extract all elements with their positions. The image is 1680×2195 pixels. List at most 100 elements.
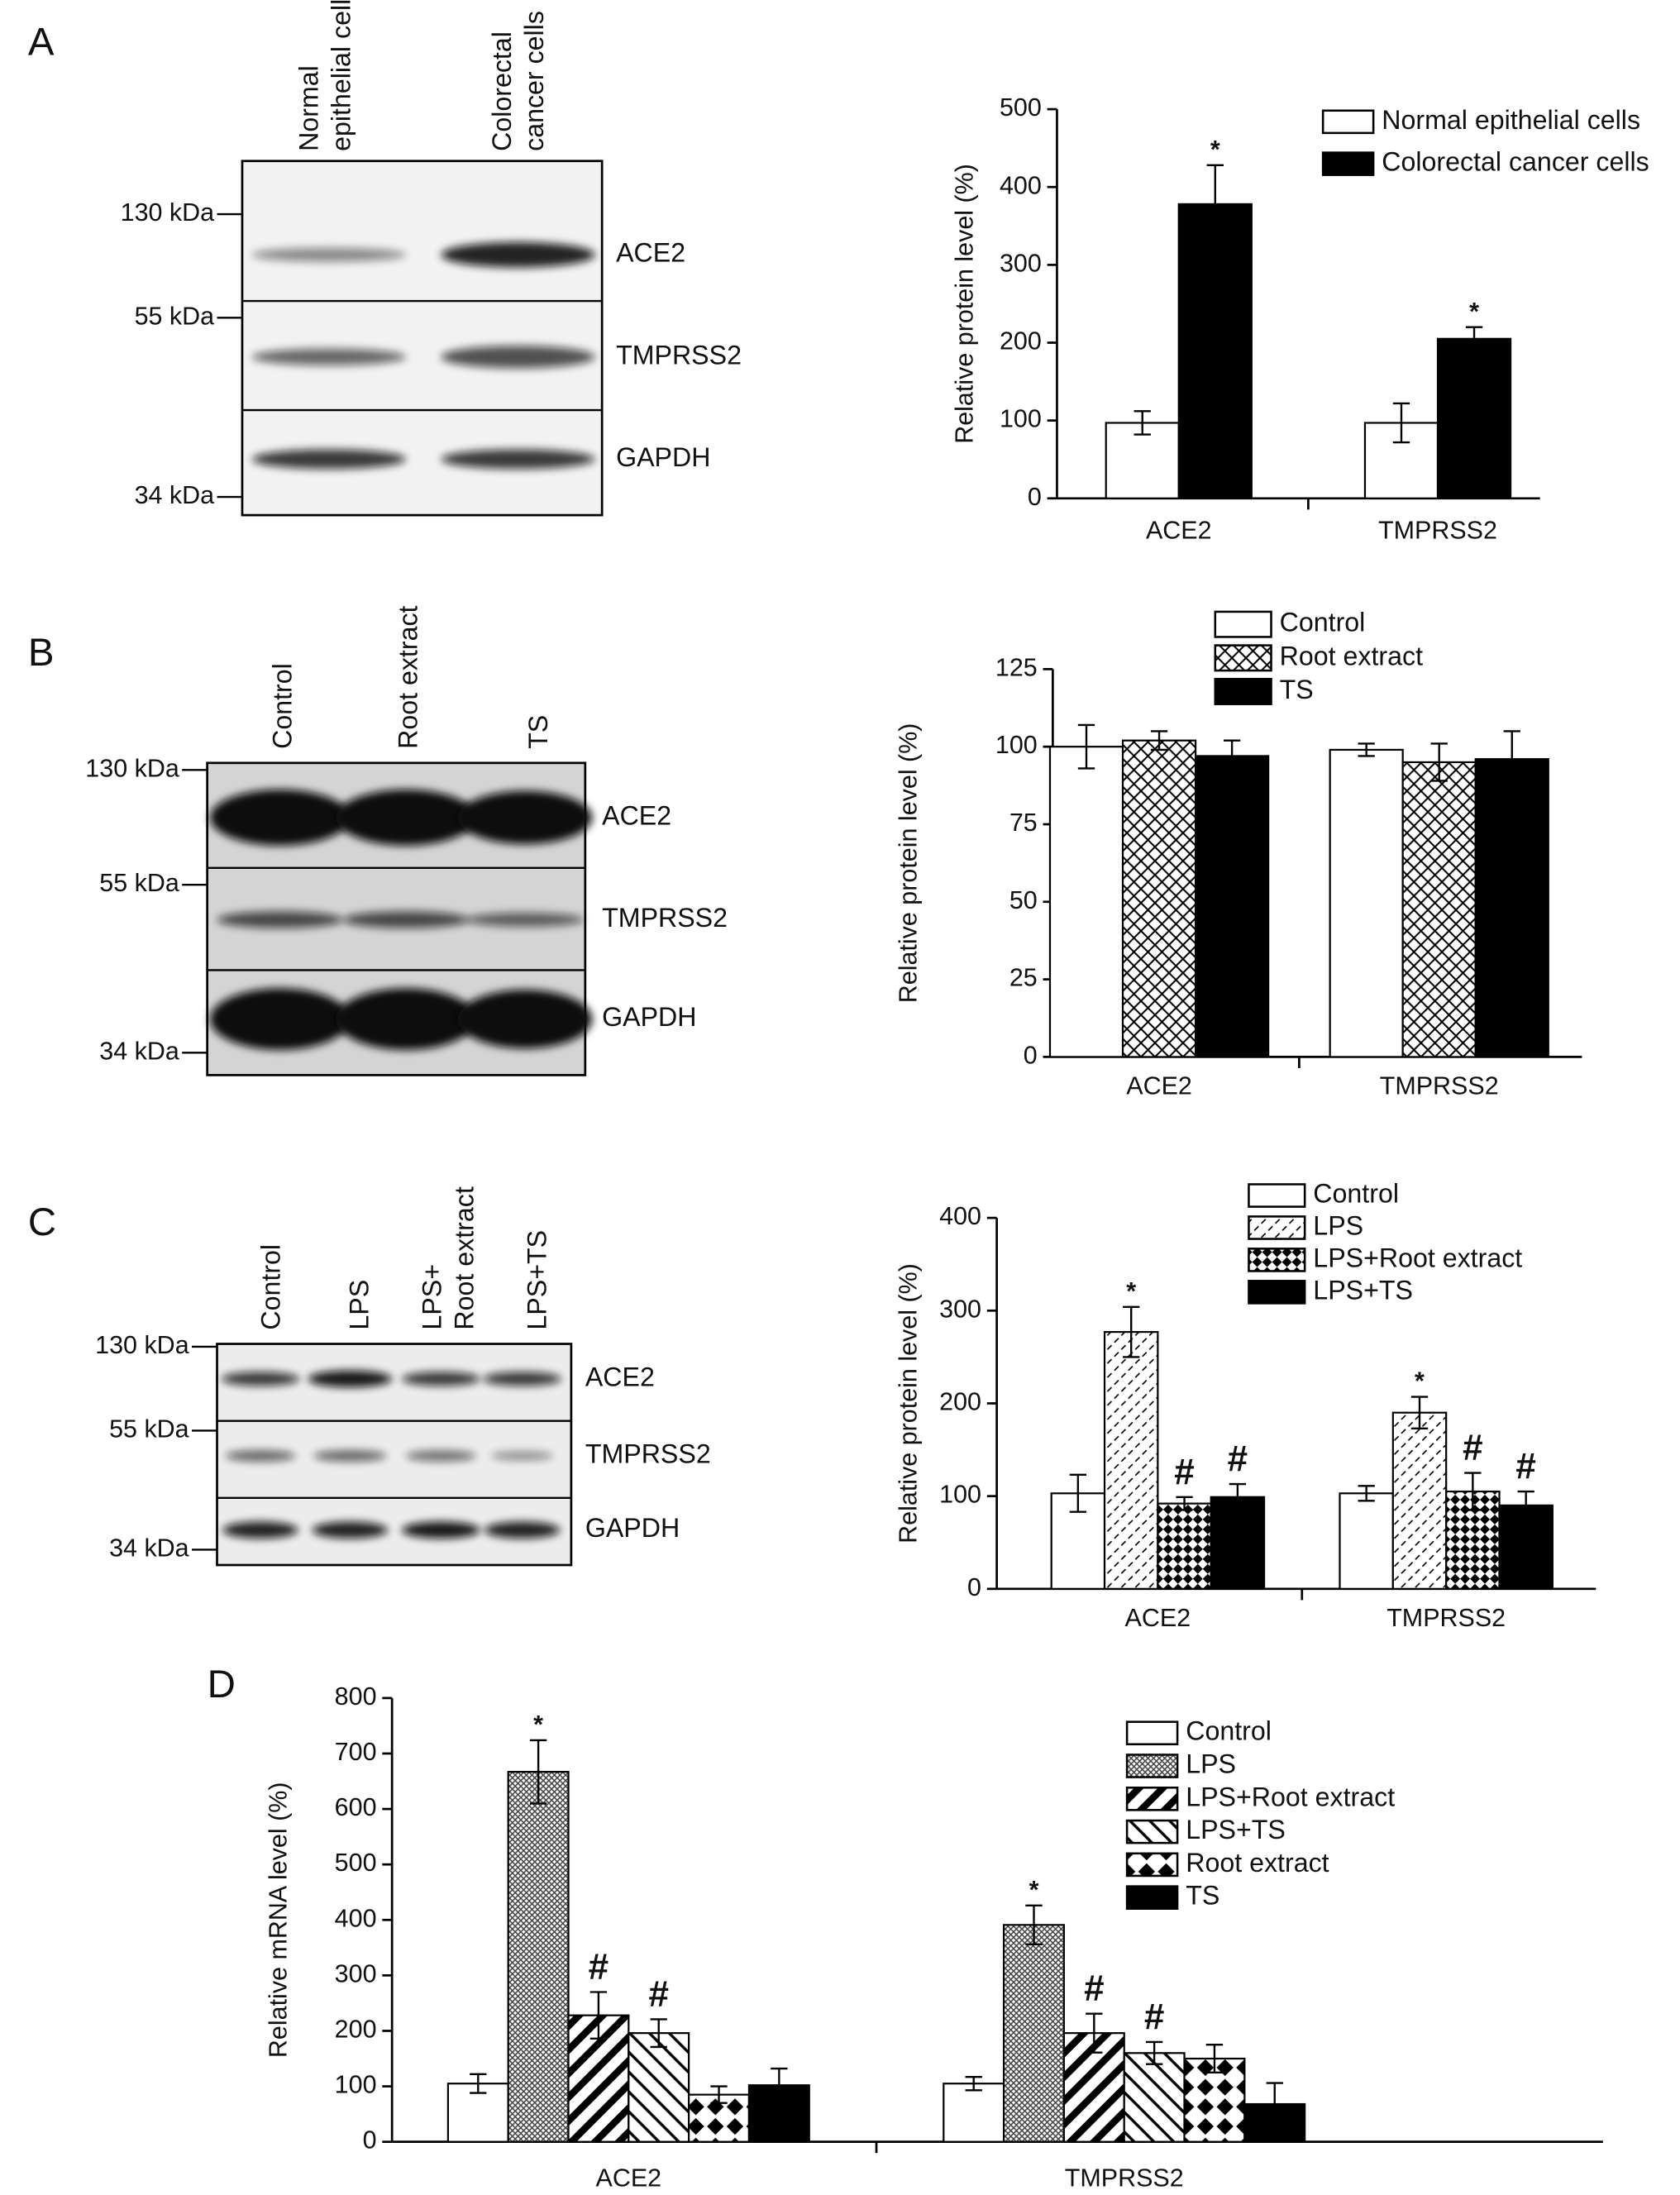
legend-label: TS: [1186, 1881, 1219, 1911]
protein-band: [308, 1370, 393, 1388]
lane-label: LPS: [344, 1280, 374, 1330]
y-tick-label: 800: [335, 1682, 377, 1711]
legend-label: LPS: [1186, 1749, 1236, 1779]
bar: [1123, 2052, 1186, 2143]
y-tick-label: 75: [1009, 809, 1038, 837]
x-tick-label: ACE2: [1146, 516, 1212, 544]
bar: [1474, 758, 1549, 1058]
error-bar: [529, 1739, 547, 1805]
panel-label: D: [208, 1663, 236, 1706]
bar: [507, 1771, 570, 2143]
legend-label: LPS+TS: [1186, 1815, 1286, 1844]
legend-swatch: [1125, 1754, 1179, 1778]
protein-band: [342, 911, 470, 928]
x-tick-label: ACE2: [1125, 1604, 1191, 1632]
error-bar: [1069, 1473, 1087, 1513]
protein-band: [441, 241, 595, 268]
kda-marker: 130 kDa: [85, 754, 179, 782]
bar: [1339, 1492, 1394, 1590]
legend-label: Normal epithelial cells: [1382, 105, 1640, 135]
significance-mark: *: [1210, 136, 1220, 164]
band-label: TMPRSS2: [602, 903, 728, 933]
protein-band: [210, 988, 351, 1050]
protein-band: [483, 1372, 562, 1386]
bar: [1048, 746, 1124, 1058]
y-tick-label: 0: [967, 1573, 981, 1601]
y-tick-label: 50: [1009, 886, 1038, 914]
y-tick-label: 600: [335, 1793, 377, 1821]
significance-mark: *: [1415, 1367, 1425, 1396]
bar: [1210, 1496, 1266, 1590]
lane-label: Root extract: [394, 605, 423, 748]
protein-band: [402, 1521, 480, 1539]
legend-swatch: [1214, 644, 1272, 672]
error-bar: [1150, 730, 1168, 752]
error-bar: [1503, 730, 1520, 789]
bar: [1401, 761, 1477, 1058]
significance-mark: #: [1515, 1447, 1535, 1487]
y-tick-label: 100: [995, 731, 1038, 759]
protein-band: [457, 790, 593, 845]
error-bar: [1077, 723, 1095, 770]
legend-swatch: [1248, 1248, 1306, 1272]
protein-band: [457, 990, 593, 1049]
protein-band: [225, 1450, 296, 1462]
protein-band: [402, 1372, 480, 1386]
legend-swatch: [1321, 109, 1375, 135]
bar: [1329, 748, 1404, 1058]
error-bar: [1025, 1904, 1043, 1945]
protein-band: [221, 1372, 300, 1386]
y-tick-label: 300: [939, 1295, 981, 1323]
bar: [1391, 1411, 1448, 1590]
error-bar: [771, 2067, 788, 2103]
error-bar: [1517, 1490, 1534, 1520]
protein-band: [251, 449, 407, 470]
band-label: TMPRSS2: [616, 340, 742, 370]
legend-swatch: [1214, 610, 1272, 638]
error-bar: [1266, 2082, 1283, 2126]
error-bar: [470, 2073, 487, 2094]
error-bar: [1086, 2012, 1103, 2054]
lane-label: cancer cells: [519, 11, 549, 151]
kda-marker: 130 kDa: [121, 198, 215, 227]
bar: [1003, 1924, 1066, 2143]
y-tick-label: 0: [363, 2126, 377, 2154]
significance-mark: #: [1144, 1997, 1164, 2037]
legend-swatch: [1125, 1819, 1179, 1844]
y-tick-label: 100: [1000, 405, 1042, 433]
legend-swatch: [1125, 1885, 1179, 1911]
legend-label: TS: [1280, 675, 1314, 704]
band-label: TMPRSS2: [585, 1439, 711, 1468]
error-bar: [1358, 1485, 1375, 1502]
bar: [1177, 203, 1253, 499]
y-tick-label: 500: [1000, 93, 1042, 122]
lane-label: Root extract: [449, 1186, 479, 1329]
y-axis-label: Relative protein level (%): [895, 723, 923, 1004]
y-tick-label: 400: [939, 1202, 981, 1230]
legend-swatch: [1125, 1852, 1179, 1878]
lane-label: Control: [267, 663, 297, 749]
panel-label: C: [28, 1200, 56, 1244]
error-bar: [1392, 402, 1410, 444]
band-label: GAPDH: [585, 1513, 680, 1543]
legend-swatch: [1248, 1280, 1306, 1305]
y-tick-label: 400: [1000, 171, 1042, 199]
band-label: GAPDH: [616, 442, 710, 472]
protein-band: [251, 247, 407, 262]
protein-band: [491, 1451, 553, 1461]
y-tick-label: 125: [995, 653, 1038, 681]
y-tick-label: 100: [335, 2071, 377, 2099]
lane-label: Colorectal: [487, 31, 517, 151]
legend-label: LPS+Root extract: [1313, 1243, 1522, 1272]
error-bar: [1206, 164, 1224, 245]
y-axis-label: Relative protein level (%): [950, 164, 978, 444]
y-tick-label: 25: [1009, 964, 1038, 992]
legend-swatch: [1248, 1183, 1306, 1208]
x-tick-label: TMPRSS2: [1065, 2164, 1184, 2192]
y-tick-label: 0: [1024, 1041, 1038, 1069]
significance-mark: *: [1126, 1277, 1136, 1305]
significance-mark: *: [1469, 298, 1479, 326]
lane-label: TS: [523, 715, 553, 749]
error-bar: [1223, 739, 1241, 773]
